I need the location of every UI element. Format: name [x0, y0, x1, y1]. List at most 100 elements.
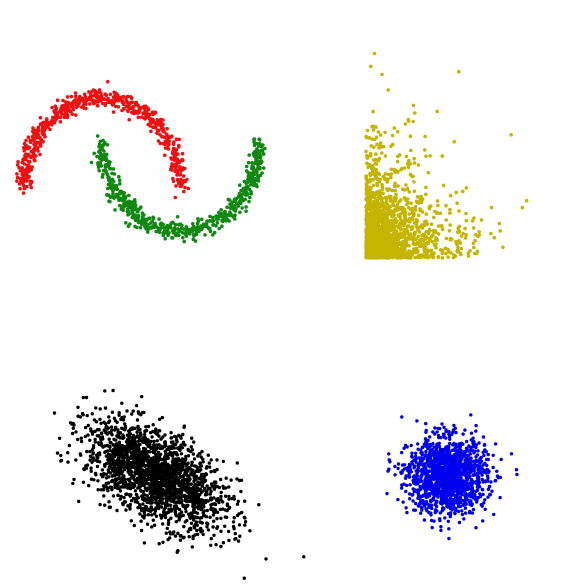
correlated-point — [114, 438, 118, 442]
correlated-point — [150, 483, 154, 487]
moon-point-series-0 — [74, 113, 78, 117]
correlated-point — [213, 484, 218, 489]
correlated-point — [112, 470, 116, 474]
moon-point-series-0 — [16, 160, 20, 164]
skewed-point — [407, 212, 412, 216]
skewed-point — [365, 251, 370, 255]
correlated-point — [175, 550, 179, 554]
correlated-point — [130, 451, 135, 455]
moon-point-series-0 — [65, 95, 70, 99]
moon-point-series-1 — [198, 225, 203, 229]
correlated-point — [169, 451, 173, 455]
moon-point-series-1 — [166, 230, 170, 235]
correlated-point — [170, 463, 175, 468]
skewed-point — [416, 213, 421, 218]
moon-point-series-0 — [15, 163, 20, 167]
correlated-point — [201, 489, 205, 493]
correlated-point — [83, 425, 88, 430]
moon-point-series-1 — [242, 179, 247, 184]
correlated-point — [98, 407, 102, 411]
correlated-point — [119, 468, 123, 472]
skewed-point — [403, 221, 407, 226]
skewed-point — [418, 225, 423, 229]
moon-point-series-1 — [99, 164, 104, 168]
moon-point-series-0 — [25, 171, 29, 175]
moon-point-series-0 — [76, 98, 80, 102]
skewed-point — [401, 233, 406, 238]
skewed-point — [366, 229, 371, 234]
moon-point-series-1 — [136, 215, 140, 220]
correlated-point — [143, 497, 147, 501]
moon-point-series-0 — [66, 100, 70, 105]
moon-point-series-0 — [113, 98, 118, 103]
moon-point-series-1 — [105, 158, 109, 162]
correlated-point — [100, 431, 104, 435]
correlated-point — [204, 515, 209, 519]
moon-point-series-0 — [183, 185, 187, 190]
moon-point-series-1 — [246, 174, 251, 178]
skewed-point — [402, 215, 407, 220]
skewed-point — [428, 248, 433, 253]
correlated-point — [139, 483, 143, 487]
moon-point-series-1 — [215, 220, 220, 225]
skewed-point — [392, 239, 396, 243]
skewed-point — [424, 154, 428, 158]
correlated-point — [112, 449, 117, 453]
correlated-point — [135, 456, 139, 461]
skewed-point — [436, 203, 440, 208]
correlated-point — [176, 494, 181, 498]
correlated-point — [150, 525, 154, 529]
moon-point-series-0 — [19, 177, 24, 182]
moon-point-series-1 — [220, 224, 224, 228]
skewed-point — [371, 183, 376, 188]
correlated-point — [248, 529, 252, 533]
moon-point-series-1 — [111, 167, 116, 171]
moon-point-series-1 — [253, 178, 258, 183]
moon-point-series-1 — [196, 228, 200, 233]
correlated-point — [114, 425, 118, 429]
correlated-point — [111, 494, 116, 498]
correlated-point — [121, 433, 125, 437]
correlated-point — [83, 434, 88, 439]
moon-point-series-0 — [33, 147, 38, 152]
moon-point-series-1 — [207, 219, 212, 223]
correlated-point — [181, 478, 185, 482]
correlated-point — [116, 486, 120, 491]
moon-point-series-0 — [53, 104, 58, 108]
moon-point-series-0 — [91, 88, 96, 92]
moon-point-series-0 — [183, 179, 188, 184]
correlated-point — [164, 466, 169, 470]
correlated-point — [186, 461, 190, 465]
correlated-point — [158, 487, 162, 491]
moon-point-series-1 — [205, 219, 209, 223]
skewed-point — [373, 251, 377, 256]
moon-point-series-0 — [90, 98, 94, 103]
correlated-point — [138, 505, 142, 510]
correlated-point — [190, 460, 194, 464]
moon-point-series-0 — [120, 100, 125, 105]
correlated-point — [154, 463, 159, 467]
skewed-point — [377, 146, 381, 150]
correlated-point — [104, 431, 108, 435]
skewed-point — [444, 236, 449, 241]
correlated-point — [193, 488, 197, 493]
correlated-point — [187, 474, 191, 478]
skewed-point — [370, 232, 374, 236]
correlated-point — [131, 433, 136, 438]
correlated-point — [134, 492, 138, 497]
skewed-point — [413, 208, 418, 212]
correlated-point — [205, 484, 209, 488]
moon-point-series-0 — [18, 169, 23, 173]
correlated-point — [177, 517, 182, 521]
correlated-point — [156, 452, 161, 456]
correlated-point — [236, 539, 241, 543]
skewed-point — [411, 103, 416, 108]
skewed-point — [440, 248, 444, 252]
correlated-point — [133, 426, 137, 430]
moon-point-series-1 — [111, 179, 116, 184]
moon-point-series-1 — [118, 192, 122, 196]
correlated-point — [240, 510, 244, 515]
correlated-point — [98, 502, 102, 507]
correlated-point — [213, 508, 217, 512]
correlated-point — [200, 484, 204, 488]
